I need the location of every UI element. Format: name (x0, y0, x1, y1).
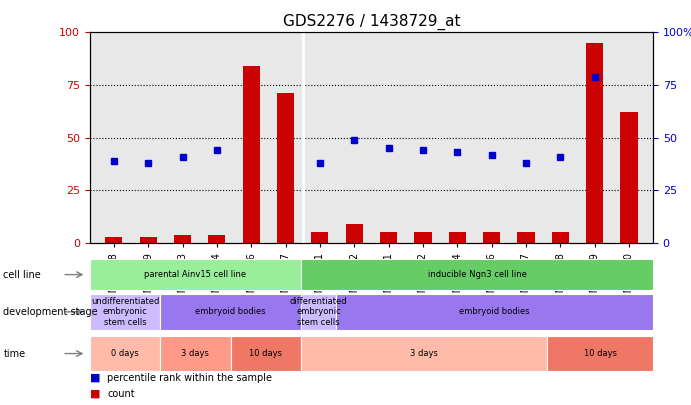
Text: embryoid bodies: embryoid bodies (460, 307, 530, 316)
Text: differentiated
embryonic
stem cells: differentiated embryonic stem cells (290, 297, 348, 327)
Bar (415, 232, 431, 243)
Text: development stage: development stage (3, 307, 98, 317)
Text: parental Ainv15 cell line: parental Ainv15 cell line (144, 270, 247, 279)
Bar (448, 232, 466, 243)
Text: inducible Ngn3 cell line: inducible Ngn3 cell line (428, 270, 527, 279)
Text: cell line: cell line (3, 270, 41, 279)
Bar (346, 224, 363, 243)
Bar (586, 43, 603, 243)
Bar (551, 232, 569, 243)
Text: embryoid bodies: embryoid bodies (196, 307, 266, 316)
Text: 10 days: 10 days (584, 349, 616, 358)
Text: ■: ■ (90, 373, 100, 383)
Text: ■: ■ (90, 388, 100, 399)
Bar (380, 232, 397, 243)
Bar (174, 234, 191, 243)
Text: time: time (3, 349, 26, 358)
Bar (243, 66, 260, 243)
Text: undifferentiated
embryonic
stem cells: undifferentiated embryonic stem cells (91, 297, 159, 327)
Bar (140, 237, 157, 243)
Text: 0 days: 0 days (111, 349, 139, 358)
Text: 3 days: 3 days (182, 349, 209, 358)
Bar (621, 113, 638, 243)
Text: percentile rank within the sample: percentile rank within the sample (107, 373, 272, 383)
Bar (105, 237, 122, 243)
Bar (208, 234, 225, 243)
Bar (483, 232, 500, 243)
Text: count: count (107, 388, 135, 399)
Title: GDS2276 / 1438729_at: GDS2276 / 1438729_at (283, 13, 460, 30)
Text: 3 days: 3 days (410, 349, 438, 358)
Bar (312, 232, 328, 243)
Text: 10 days: 10 days (249, 349, 283, 358)
Bar (277, 94, 294, 243)
Bar (518, 232, 535, 243)
